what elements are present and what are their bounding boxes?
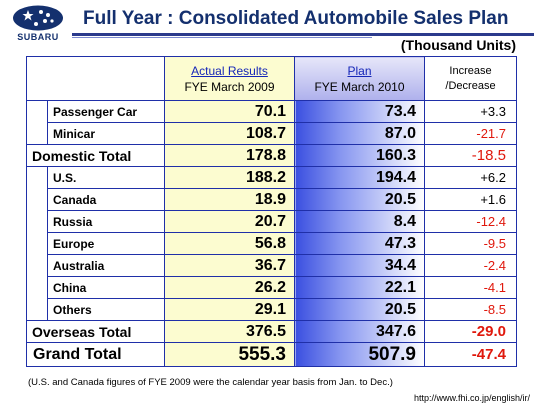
row-label: Overseas Total [26, 320, 165, 343]
table-row: Europe 56.8 47.3 -9.5 [27, 232, 517, 255]
overseas-total-row: Overseas Total 376.5 347.6 -29.0 [26, 320, 517, 343]
subaru-logo: SUBARU [6, 5, 70, 43]
row-label: Domestic Total [26, 144, 165, 167]
plan-value: 20.5 [294, 298, 425, 321]
row-label: Russia [47, 210, 165, 233]
actual-value: 376.5 [164, 320, 295, 343]
plan-value: 87.0 [294, 122, 425, 145]
change-value: +6.2 [424, 166, 517, 189]
header-blank [26, 56, 165, 101]
actual-value: 20.7 [164, 210, 295, 233]
actual-value: 29.1 [164, 298, 295, 321]
plan-value: 507.9 [294, 342, 425, 367]
header-plan-period: FYE March 2010 [314, 79, 405, 94]
plan-value: 73.4 [294, 100, 425, 123]
footnote: (U.S. and Canada figures of FYE 2009 wer… [28, 377, 393, 388]
table-row: Minicar 108.7 87.0 -21.7 [27, 122, 517, 145]
actual-value: 36.7 [164, 254, 295, 277]
actual-value: 26.2 [164, 276, 295, 299]
sales-plan-table: Actual Results FYE March 2009 Plan FYE M… [26, 56, 517, 367]
header-plan-title: Plan [347, 63, 372, 78]
plan-value: 34.4 [294, 254, 425, 277]
change-value: +1.6 [424, 188, 517, 211]
units-label: (Thousand Units) [400, 37, 516, 53]
header-row: Actual Results FYE March 2009 Plan FYE M… [26, 56, 517, 101]
change-value: -12.4 [424, 210, 517, 233]
table-row: U.S. 188.2 194.4 +6.2 [26, 166, 517, 321]
change-value: +3.3 [424, 100, 517, 123]
header-change: Increase /Decrease [424, 56, 517, 101]
row-label: Australia [47, 254, 165, 277]
change-value: -9.5 [424, 232, 517, 255]
actual-value: 108.7 [164, 122, 295, 145]
change-value: -21.7 [424, 122, 517, 145]
row-label: Others [47, 298, 165, 321]
change-value: -4.1 [424, 276, 517, 299]
change-value: -18.5 [424, 144, 517, 167]
table-row: Canada 18.9 20.5 +1.6 [27, 188, 517, 211]
row-indent [26, 100, 48, 145]
domestic-total-row: Domestic Total 178.8 160.3 -18.5 [26, 144, 517, 167]
row-label: Europe [47, 232, 165, 255]
header-change-line2: /Decrease [445, 79, 496, 92]
row-label: Minicar [47, 122, 165, 145]
plan-value: 194.4 [294, 166, 425, 189]
actual-value: 178.8 [164, 144, 295, 167]
table-row: Australia 36.7 34.4 -2.4 [27, 254, 517, 277]
title-divider [72, 33, 534, 36]
row-label: Passenger Car [47, 100, 165, 123]
row-indent [26, 166, 48, 321]
actual-value: 18.9 [164, 188, 295, 211]
grand-total-row: Grand Total 555.3 507.9 -47.4 [26, 342, 517, 367]
table-row: Others 29.1 20.5 -8.5 [27, 298, 517, 321]
plan-value: 22.1 [294, 276, 425, 299]
actual-value: 188.2 [164, 166, 295, 189]
change-value: -8.5 [424, 298, 517, 321]
title-divider-thin [72, 37, 372, 38]
actual-value: 56.8 [164, 232, 295, 255]
pleiades-emblem-icon [13, 5, 63, 31]
plan-value: 8.4 [294, 210, 425, 233]
change-value: -29.0 [424, 320, 517, 343]
actual-value: 555.3 [164, 342, 295, 367]
logo-wordmark: SUBARU [17, 32, 59, 42]
plan-value: 20.5 [294, 188, 425, 211]
header-actual: Actual Results FYE March 2009 [164, 56, 295, 101]
row-label: U.S. [47, 166, 165, 189]
header-plan: Plan FYE March 2010 [294, 56, 425, 101]
row-label: Grand Total [26, 342, 165, 367]
header-actual-title: Actual Results [191, 63, 268, 78]
change-value: -47.4 [424, 342, 517, 367]
header-change-line1: Increase [449, 64, 492, 77]
table-row: Russia 20.7 8.4 -12.4 [27, 210, 517, 233]
plan-value: 347.6 [294, 320, 425, 343]
page-title: Full Year : Consolidated Automobile Sale… [83, 8, 509, 29]
plan-value: 160.3 [294, 144, 425, 167]
ir-url: http://www.fhi.co.jp/english/ir/ [413, 393, 530, 403]
actual-value: 70.1 [164, 100, 295, 123]
header-actual-period: FYE March 2009 [184, 79, 275, 94]
plan-value: 47.3 [294, 232, 425, 255]
row-label: Canada [47, 188, 165, 211]
change-value: -2.4 [424, 254, 517, 277]
table-row: Passenger Car 70.1 73.4 +3.3 [26, 100, 517, 145]
table-row: China 26.2 22.1 -4.1 [27, 276, 517, 299]
row-label: China [47, 276, 165, 299]
